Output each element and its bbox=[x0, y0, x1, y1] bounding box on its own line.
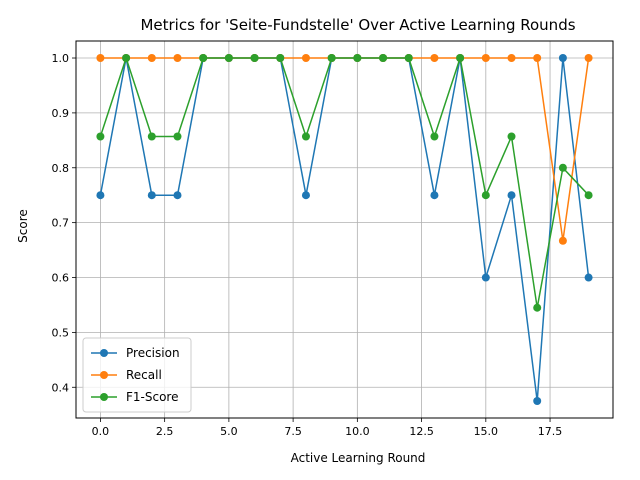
data-point-recall bbox=[507, 54, 516, 63]
data-point-f1-score bbox=[122, 54, 131, 63]
data-point-recall bbox=[481, 54, 490, 63]
data-point-f1-score bbox=[327, 54, 336, 63]
data-point-f1-score bbox=[276, 54, 285, 63]
legend-label-f1-score: F1-Score bbox=[126, 390, 178, 404]
series-recall bbox=[96, 54, 593, 245]
y-tick-label: 0.9 bbox=[52, 107, 70, 120]
y-tick-label: 0.6 bbox=[52, 272, 70, 285]
x-tick-label: 10.0 bbox=[345, 425, 370, 438]
axis-ticks: 0.0 2.5 5.0 7.5 10.0 12.5 15.0 17.5 0.4 0.5 0.6 0.7… bbox=[52, 52, 563, 438]
data-point-f1-score bbox=[199, 54, 208, 63]
legend-marker-f1-score bbox=[100, 393, 108, 401]
data-point-precision bbox=[481, 273, 490, 282]
data-point-precision bbox=[558, 54, 567, 63]
legend-label-recall: Recall bbox=[126, 368, 162, 382]
data-point-f1-score bbox=[379, 54, 388, 63]
legend-marker-precision bbox=[100, 349, 108, 357]
y-tick-label: 0.4 bbox=[52, 381, 70, 394]
data-point-precision bbox=[507, 191, 516, 200]
data-point-precision bbox=[147, 191, 156, 200]
x-tick-label: 7.5 bbox=[284, 425, 302, 438]
y-tick-label: 0.5 bbox=[52, 326, 70, 339]
data-point-f1-score bbox=[224, 54, 233, 63]
data-point-recall bbox=[430, 54, 439, 63]
data-point-f1-score bbox=[507, 132, 516, 141]
data-point-recall bbox=[173, 54, 182, 63]
grid bbox=[76, 41, 613, 418]
plot-frame bbox=[75, 40, 614, 419]
data-point-precision bbox=[173, 191, 182, 200]
x-tick-label: 2.5 bbox=[156, 425, 174, 438]
data-point-f1-score bbox=[301, 132, 310, 141]
x-tick-label: 0.0 bbox=[92, 425, 110, 438]
series-f1-score bbox=[96, 54, 593, 312]
data-point-f1-score bbox=[173, 132, 182, 141]
legend: Precision Recall F1-Score bbox=[82, 337, 192, 413]
legend-label-precision: Precision bbox=[126, 346, 180, 360]
data-point-precision bbox=[96, 191, 105, 200]
data-point-f1-score bbox=[456, 54, 465, 63]
data-point-recall bbox=[558, 236, 567, 245]
y-tick-label: 0.8 bbox=[52, 162, 70, 175]
y-tick-label: 0.7 bbox=[52, 217, 70, 230]
x-tick-label: 17.5 bbox=[538, 425, 563, 438]
data-point-f1-score bbox=[147, 132, 156, 141]
data-point-f1-score bbox=[404, 54, 413, 63]
data-point-f1-score bbox=[558, 163, 567, 172]
series-layer bbox=[96, 54, 593, 405]
data-point-recall bbox=[533, 54, 542, 63]
x-tick-label: 15.0 bbox=[474, 425, 499, 438]
data-point-precision bbox=[430, 191, 439, 200]
data-point-f1-score bbox=[96, 132, 105, 141]
y-axis-label: Score bbox=[16, 209, 30, 243]
chart-title: Metrics for 'Seite-Fundstelle' Over Acti… bbox=[140, 16, 575, 34]
data-point-precision bbox=[533, 396, 542, 405]
data-point-precision bbox=[584, 273, 593, 282]
data-point-f1-score bbox=[430, 132, 439, 141]
series-line-recall bbox=[100, 57, 590, 241]
series-line-f1-score bbox=[99, 55, 590, 308]
x-axis-label: Active Learning Round bbox=[291, 451, 426, 465]
data-point-recall bbox=[96, 54, 105, 63]
data-point-precision bbox=[301, 191, 310, 200]
data-point-f1-score bbox=[353, 54, 362, 63]
data-point-recall bbox=[584, 54, 593, 63]
legend-marker-recall bbox=[100, 371, 108, 379]
data-point-f1-score bbox=[250, 54, 259, 63]
legend-box bbox=[82, 337, 192, 413]
data-point-recall bbox=[147, 54, 156, 63]
data-point-f1-score bbox=[584, 191, 593, 200]
data-point-f1-score bbox=[481, 191, 490, 200]
data-point-recall bbox=[301, 54, 310, 63]
x-tick-label: 12.5 bbox=[409, 425, 434, 438]
x-tick-label: 5.0 bbox=[220, 425, 238, 438]
data-point-f1-score bbox=[533, 303, 542, 312]
y-tick-label: 1.0 bbox=[52, 52, 70, 65]
